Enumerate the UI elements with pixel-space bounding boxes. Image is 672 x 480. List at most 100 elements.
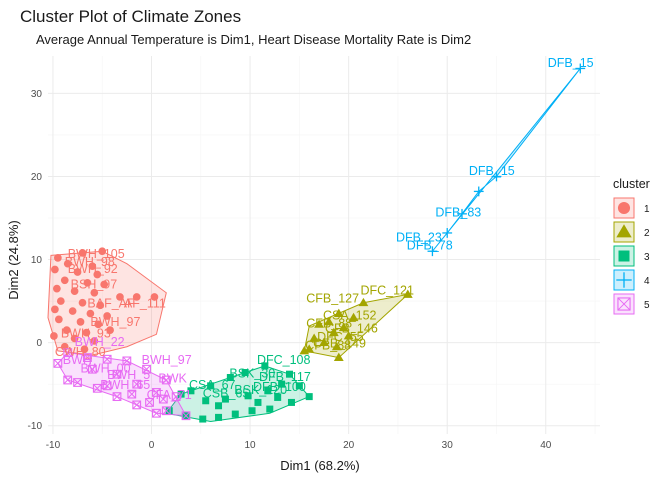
cluster-5-point-shape <box>53 359 63 368</box>
cluster-1-point-shape <box>100 280 109 289</box>
cluster-1-point-label: BWH_93 <box>61 327 111 341</box>
x-tick-label: 30 <box>442 440 454 451</box>
cluster-1-point-shape <box>90 288 99 297</box>
cluster-3-point-shape <box>177 390 185 398</box>
cluster-4-point <box>473 186 484 197</box>
cluster-2-point-shape <box>314 319 324 328</box>
cluster-5-point-shape <box>112 369 122 379</box>
cluster-5-point <box>87 364 97 374</box>
cluster-5-point-shape <box>63 375 73 385</box>
cluster-1-point-shape <box>90 337 99 345</box>
cluster-2-point <box>333 352 344 361</box>
cluster-1-point <box>63 259 72 268</box>
cluster-1-point <box>88 262 97 271</box>
cluster-2-point-label: DFC_121 <box>360 283 414 297</box>
cluster-2-point-label: CFB_88 <box>305 338 351 352</box>
cluster-1-point-shape <box>73 268 82 276</box>
cluster-5-point-shape <box>122 356 132 366</box>
cluster-5-point <box>161 375 171 385</box>
cluster-3-point <box>202 397 210 405</box>
cluster-5-point-label: BWH_97 <box>142 353 192 367</box>
cluster-1-point-shape <box>76 317 85 326</box>
cluster-3-point-shape <box>207 382 215 390</box>
cluster-3-point <box>231 410 239 418</box>
cluster-3-point-label: BSK_30 <box>229 367 275 381</box>
cluster-1-point-shape <box>80 345 89 354</box>
cluster-3-point <box>278 380 286 388</box>
cluster-1-point-label: AF_111 <box>124 297 166 311</box>
cluster-3-point <box>274 393 282 401</box>
cluster-3-point <box>165 407 173 415</box>
cluster-1-point <box>98 247 107 256</box>
cluster-3-point-shape <box>241 369 249 377</box>
cluster-3-point <box>286 370 293 378</box>
cluster-1-point <box>60 276 69 285</box>
legend-marker-5-shape <box>617 297 631 311</box>
cluster-3-point-shape <box>287 398 295 406</box>
legend-marker-3-shape <box>618 250 630 262</box>
cluster-5-point <box>112 392 122 402</box>
cluster-1-point <box>106 326 114 335</box>
x-tick-label: 0 <box>149 440 155 451</box>
cluster-3-point-shape <box>187 387 195 395</box>
cluster-1-point-shape <box>51 305 59 314</box>
cluster-5-point-shape <box>102 354 112 364</box>
cluster-5-point-shape <box>88 364 97 374</box>
legend-item-2: 2 <box>613 221 650 243</box>
cluster-2-point <box>319 337 329 347</box>
cluster-2-point-label: CFB_127 <box>306 292 359 306</box>
legend-marker-2 <box>616 224 632 238</box>
cluster-5-point-shape <box>73 378 82 387</box>
cluster-5-point-label: BWH_00 <box>81 362 131 376</box>
cluster-5-point-shape <box>53 358 63 368</box>
legend-title: cluster <box>613 177 650 191</box>
cluster-3-point-shape <box>266 405 274 413</box>
cluster-1-point-shape <box>51 265 59 274</box>
cluster-3-point <box>264 387 272 395</box>
cluster-3-point-shape <box>261 362 269 370</box>
legend-label-2: 2 <box>644 228 650 239</box>
cluster-2-point-shape <box>338 322 349 332</box>
cluster-5-point-shape <box>142 364 151 374</box>
cluster-2-point-shape <box>333 352 344 361</box>
cluster-5-point <box>92 383 102 393</box>
cluster-5-point-shape <box>63 348 72 357</box>
cluster-2-point-label: CFB_88 <box>306 317 352 331</box>
cluster-1-point-label: BAF_AF <box>87 297 135 311</box>
cluster-5-point-shape <box>162 375 171 385</box>
legend-marker-5 <box>617 297 631 311</box>
chart-subtitle: Average Annual Temperature is Dim1, Hear… <box>36 32 471 47</box>
cluster-1-point-label: BSH_97 <box>71 278 118 292</box>
legend: cluster 1 2 3 4 5 <box>613 177 650 315</box>
cluster-5-point <box>122 356 132 366</box>
cluster-1-point-shape <box>70 334 79 343</box>
cluster-3-point-shape <box>248 407 256 415</box>
cluster-1-point-shape <box>54 315 63 324</box>
cluster-2-point-label: DFC_55 <box>317 330 364 344</box>
cluster-3-point-shape <box>244 392 252 400</box>
y-tick-label: 20 <box>31 172 43 183</box>
cluster-5-point-shape <box>171 392 181 402</box>
cluster-3-point-shape <box>231 410 239 418</box>
cluster-3-point-shape <box>226 374 234 382</box>
cluster-2-point-shape <box>319 337 329 347</box>
cluster-3-point-shape <box>274 393 282 401</box>
cluster-3-point <box>248 407 256 415</box>
cluster-2-point-label: CFB_149 <box>313 337 366 351</box>
cluster-2-point <box>338 322 349 332</box>
cluster-1-point <box>68 307 77 315</box>
cluster-5-point <box>127 389 137 399</box>
cluster-5-point <box>132 400 142 410</box>
cluster-2-point <box>348 312 359 322</box>
cluster-1-point <box>73 268 82 276</box>
cluster-4-point <box>491 171 502 182</box>
cluster-5-point-shape <box>132 379 141 389</box>
cluster-1-point <box>132 293 141 301</box>
legend-marker-1-shape <box>617 201 631 215</box>
cluster-3-point-shape <box>165 407 173 415</box>
cluster-5-point-label: BWH_22 <box>75 335 125 349</box>
cluster-5-point-shape <box>92 383 102 393</box>
cluster-1-point-shape <box>53 284 61 293</box>
cluster-4-point-label: DFB_15 <box>469 164 515 178</box>
cluster-3-point-label: CSB_65 <box>203 386 250 400</box>
